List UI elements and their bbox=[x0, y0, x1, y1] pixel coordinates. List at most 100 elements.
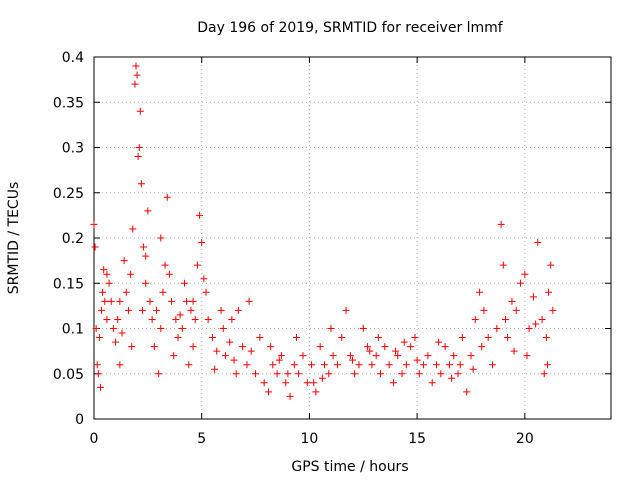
data-point bbox=[245, 297, 253, 305]
data-point bbox=[389, 379, 397, 387]
data-point bbox=[545, 288, 553, 296]
plot-frame bbox=[93, 56, 612, 420]
data-point bbox=[219, 325, 227, 332]
data-point bbox=[435, 338, 443, 346]
data-point bbox=[176, 311, 184, 319]
data-point bbox=[189, 297, 197, 305]
y-tick-label: 0 bbox=[75, 412, 84, 428]
data-point bbox=[172, 315, 180, 323]
data-point bbox=[501, 315, 509, 323]
data-point bbox=[264, 388, 272, 396]
data-point bbox=[504, 334, 512, 342]
data-point bbox=[116, 297, 124, 305]
data-point bbox=[208, 334, 216, 342]
data-point bbox=[523, 352, 531, 360]
data-point bbox=[155, 370, 163, 378]
data-point bbox=[338, 334, 346, 342]
data-point bbox=[101, 297, 109, 305]
data-point bbox=[247, 347, 255, 355]
data-point bbox=[187, 306, 195, 314]
data-point bbox=[542, 334, 550, 342]
y-tick-label: 0.25 bbox=[53, 186, 84, 202]
data-point bbox=[114, 315, 122, 323]
data-point bbox=[437, 370, 445, 378]
data-point bbox=[204, 315, 212, 323]
data-point bbox=[489, 361, 497, 369]
data-point bbox=[478, 343, 486, 351]
data-point bbox=[152, 306, 160, 314]
data-point bbox=[456, 361, 464, 369]
data-point bbox=[196, 211, 204, 219]
data-point bbox=[448, 374, 456, 382]
data-point bbox=[273, 370, 281, 378]
data-point bbox=[90, 220, 98, 228]
data-point bbox=[277, 352, 285, 360]
data-point bbox=[547, 261, 555, 269]
data-point bbox=[100, 266, 108, 274]
x-tick-label: 5 bbox=[197, 431, 206, 447]
data-point bbox=[118, 329, 126, 337]
data-point bbox=[252, 370, 260, 378]
x-tick-label: 20 bbox=[516, 431, 534, 447]
data-point bbox=[189, 343, 197, 351]
data-point bbox=[312, 388, 320, 396]
data-point bbox=[510, 347, 518, 355]
data-point bbox=[193, 261, 201, 269]
y-tick-label: 0.2 bbox=[62, 231, 84, 247]
data-point bbox=[221, 352, 229, 360]
data-point bbox=[424, 352, 432, 360]
data-point bbox=[286, 392, 294, 400]
data-point bbox=[103, 270, 111, 278]
data-point bbox=[213, 347, 221, 355]
x-tick-label: 0 bbox=[90, 431, 99, 447]
data-point bbox=[415, 370, 423, 378]
data-point bbox=[134, 153, 142, 161]
y-tick-label: 0.4 bbox=[62, 50, 84, 66]
data-point bbox=[499, 261, 507, 269]
data-point bbox=[517, 279, 525, 287]
data-point bbox=[480, 306, 488, 314]
data-point bbox=[299, 352, 307, 360]
data-point bbox=[450, 352, 458, 360]
data-point bbox=[96, 383, 104, 391]
data-point bbox=[243, 361, 251, 369]
y-tick-label: 0.3 bbox=[62, 141, 84, 157]
data-point bbox=[211, 365, 219, 373]
data-point bbox=[191, 315, 199, 323]
data-point bbox=[174, 334, 182, 342]
data-point bbox=[131, 80, 139, 88]
data-point bbox=[226, 338, 234, 346]
data-point bbox=[170, 352, 178, 360]
data-point bbox=[325, 370, 333, 378]
data-point bbox=[200, 275, 208, 283]
x-tick-label: 10 bbox=[301, 431, 319, 447]
data-point bbox=[512, 306, 520, 314]
data-point bbox=[463, 388, 471, 396]
data-point bbox=[349, 356, 356, 364]
data-point bbox=[122, 288, 130, 296]
data-point bbox=[445, 361, 453, 369]
data-point bbox=[540, 370, 548, 378]
data-point bbox=[95, 334, 103, 342]
data-point bbox=[234, 306, 242, 314]
data-point bbox=[327, 325, 335, 332]
data-point bbox=[148, 315, 156, 323]
data-point bbox=[136, 107, 144, 115]
data-point bbox=[310, 379, 318, 387]
data-point bbox=[275, 356, 283, 364]
data-point bbox=[142, 279, 150, 287]
data-point bbox=[402, 361, 410, 369]
data-point bbox=[364, 343, 372, 351]
data-point bbox=[493, 325, 501, 332]
data-point bbox=[433, 361, 441, 369]
data-point bbox=[366, 347, 374, 355]
data-point bbox=[359, 325, 367, 332]
data-point bbox=[180, 279, 188, 287]
y-tick-label: 0.1 bbox=[62, 322, 84, 338]
data-point bbox=[94, 370, 102, 378]
data-point bbox=[98, 306, 106, 314]
data-point bbox=[120, 257, 128, 265]
data-point bbox=[99, 288, 107, 296]
data-point bbox=[107, 297, 115, 305]
